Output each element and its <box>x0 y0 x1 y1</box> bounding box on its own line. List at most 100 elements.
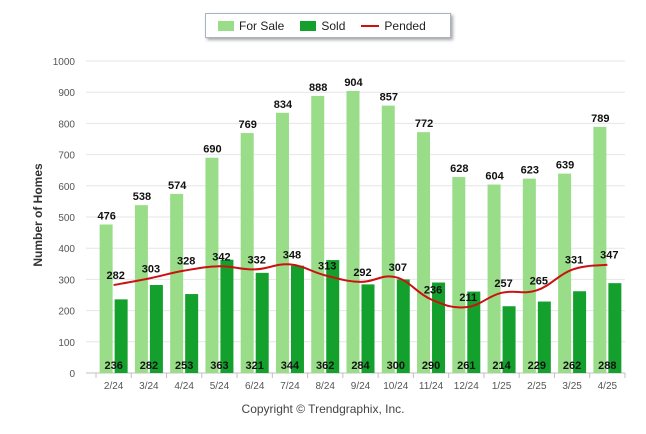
bar-sold <box>432 282 446 373</box>
data-label-for-sale: 789 <box>591 113 609 125</box>
data-label-for-sale: 574 <box>168 180 187 192</box>
data-label-for-sale: 604 <box>485 171 504 183</box>
legend-item-sold[interactable]: Sold <box>300 19 345 33</box>
legend-item-for-sale[interactable]: For Sale <box>218 19 284 33</box>
data-label-for-sale: 888 <box>309 82 327 94</box>
x-tick-label: 12/24 <box>454 381 479 392</box>
y-tick-label: 400 <box>58 244 75 255</box>
bar-for-sale <box>452 177 466 373</box>
data-label-sold: 321 <box>246 360 264 372</box>
y-tick-label: 600 <box>58 182 75 193</box>
y-tick-label: 0 <box>69 369 75 380</box>
data-label-pended: 307 <box>389 262 407 274</box>
bar-sold <box>185 294 199 373</box>
data-label-sold: 300 <box>387 360 405 372</box>
data-label-sold: 282 <box>140 360 158 372</box>
y-tick-label: 500 <box>58 213 75 224</box>
data-label-sold: 253 <box>175 360 193 372</box>
data-label-pended: 265 <box>530 275 548 287</box>
data-label-sold: 288 <box>598 360 616 372</box>
bar-for-sale <box>240 133 254 373</box>
bar-for-sale <box>522 178 536 373</box>
x-axis: 2/24 3/24 4/24 5/24 6/24 7/24 8/24 9/24 10/24 11/… <box>95 373 626 392</box>
data-label-for-sale: 834 <box>274 99 293 111</box>
y-axis-title: Number of Homes <box>31 163 45 267</box>
data-label-pended: 236 <box>424 284 442 296</box>
bar-sold <box>290 265 304 373</box>
legend-label-sold: Sold <box>321 18 346 33</box>
data-label-pended: 331 <box>565 255 583 267</box>
data-label-for-sale: 772 <box>415 118 433 130</box>
legend-label-for-sale: For Sale <box>239 18 285 33</box>
data-label-sold: 284 <box>351 360 370 372</box>
bar-for-sale <box>593 126 607 373</box>
bar-for-sale <box>346 90 360 374</box>
x-tick-label: 5/24 <box>210 381 230 392</box>
data-label-sold: 261 <box>457 360 475 372</box>
x-tick-label: 4/24 <box>174 381 194 392</box>
bar-sold <box>573 291 587 373</box>
x-tick-label: 7/24 <box>280 381 300 392</box>
data-label-sold: 262 <box>563 360 581 372</box>
x-tick-label: 3/25 <box>562 381 582 392</box>
bar-sold <box>502 306 516 373</box>
data-label-for-sale: 857 <box>380 92 398 104</box>
bar-for-sale <box>417 132 431 373</box>
x-tick-label: 2/24 <box>104 381 124 392</box>
bar-for-sale <box>170 193 184 373</box>
bar-sold <box>255 272 269 373</box>
bar-sold <box>467 291 481 373</box>
bar-for-sale <box>99 224 113 373</box>
y-axis: 0 100 200 300 400 500 600 700 800 900 1000 <box>53 57 76 380</box>
legend: For Sale Sold Pended <box>205 13 451 38</box>
x-tick-label: 1/25 <box>492 381 512 392</box>
data-label-sold: 290 <box>422 360 440 372</box>
y-tick-label: 1000 <box>53 57 76 68</box>
data-label-for-sale: 628 <box>450 163 468 175</box>
legend-swatch-sold <box>300 20 317 31</box>
bar-sold <box>361 284 375 373</box>
x-tick-label: 2/25 <box>527 381 547 392</box>
bar-for-sale <box>381 105 395 373</box>
bar-for-sale <box>275 112 289 374</box>
bar-for-sale <box>311 95 325 373</box>
bar-sold <box>326 260 340 373</box>
bar-sold <box>608 283 622 373</box>
data-label-pended: 348 <box>283 249 301 261</box>
copyright-credit: Copyright © Trendgraphix, Inc. <box>241 402 405 416</box>
data-label-for-sale: 690 <box>203 144 221 156</box>
data-label-pended: 347 <box>600 250 618 262</box>
y-tick-label: 200 <box>58 307 75 318</box>
data-label-pended: 328 <box>177 256 195 268</box>
bar-sold <box>220 259 234 373</box>
data-label-pended: 292 <box>353 267 371 279</box>
data-labels: 476 236 538 282 574 253 690 363 769 321 834 344 888 3… <box>97 77 618 372</box>
data-label-pended: 211 <box>459 292 477 304</box>
x-tick-label: 8/24 <box>315 381 335 392</box>
data-label-for-sale: 476 <box>97 210 115 222</box>
data-label-pended: 282 <box>106 270 124 282</box>
y-tick-label: 800 <box>58 119 75 130</box>
y-tick-label: 700 <box>58 151 75 162</box>
data-label-for-sale: 769 <box>239 119 257 131</box>
y-tick-label: 100 <box>58 338 75 349</box>
data-label-for-sale: 904 <box>344 77 363 89</box>
x-tick-label: 6/24 <box>245 381 265 392</box>
legend-item-pended[interactable]: Pended <box>361 18 426 33</box>
bar-for-sale <box>134 205 148 373</box>
data-label-pended: 257 <box>494 278 512 290</box>
x-tick-label: 10/24 <box>383 381 408 392</box>
data-label-sold: 236 <box>104 360 122 372</box>
data-label-for-sale: 623 <box>521 165 539 177</box>
y-tick-label: 900 <box>58 88 75 99</box>
data-label-pended: 313 <box>318 260 336 272</box>
data-label-pended: 342 <box>212 251 230 263</box>
x-tick-label: 3/24 <box>139 381 159 392</box>
pended-line <box>113 263 608 309</box>
data-label-sold: 362 <box>316 360 334 372</box>
legend-label-pended: Pended <box>384 18 426 33</box>
x-tick-label: 11/24 <box>419 381 444 392</box>
x-tick-label: 9/24 <box>351 381 371 392</box>
bar-sold <box>149 285 163 373</box>
